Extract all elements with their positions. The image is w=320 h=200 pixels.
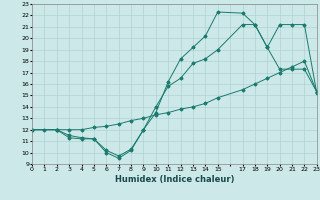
X-axis label: Humidex (Indice chaleur): Humidex (Indice chaleur)	[115, 175, 234, 184]
